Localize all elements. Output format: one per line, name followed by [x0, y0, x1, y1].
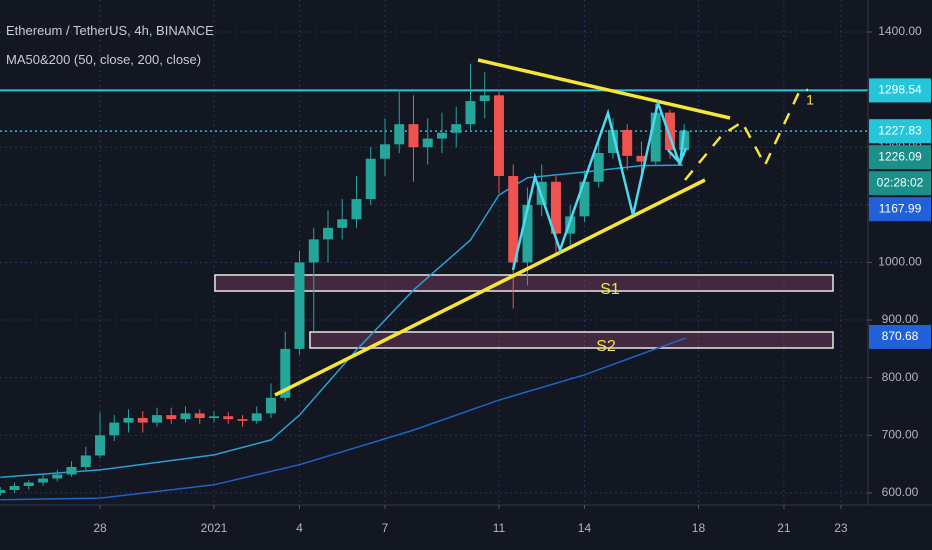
candle-body — [80, 455, 91, 467]
candle-body — [251, 413, 262, 421]
candle-body — [579, 181, 590, 217]
candle-body — [123, 418, 134, 423]
candle-body — [379, 144, 390, 159]
y-tick-label: 900.00 — [882, 312, 919, 326]
countdown: 02:28:02 — [877, 175, 924, 189]
indicator-legend: MA50&200 (50, close, 200, close) — [6, 52, 201, 67]
y-tick-label: 600.00 — [882, 485, 919, 499]
candle-body — [52, 474, 63, 479]
candle-body — [337, 219, 348, 228]
candle-body — [9, 485, 20, 491]
plot — [0, 63, 690, 501]
x-tick-label: 2021 — [201, 521, 228, 535]
price-label: 1227.83 — [878, 123, 922, 137]
candle-body — [522, 204, 533, 263]
candle-body — [622, 129, 633, 156]
x-tick-label: 11 — [493, 521, 506, 535]
price-label-bg — [869, 145, 931, 170]
trendline — [477, 58, 731, 120]
candle-body — [365, 158, 376, 200]
candle-body — [679, 131, 690, 151]
price-label-bg — [869, 78, 931, 103]
x-tick-label: 4 — [296, 521, 303, 535]
wave-arrow — [667, 147, 688, 166]
y-tick-label: 700.00 — [882, 427, 919, 441]
candle-body — [294, 262, 305, 349]
price-label-bg — [869, 119, 931, 144]
candle-body — [607, 129, 618, 153]
candle-body — [209, 416, 219, 419]
candle-body — [508, 176, 519, 263]
wave-label: 1 — [806, 92, 814, 108]
grid — [0, 0, 868, 505]
candle-body — [436, 132, 447, 139]
x-tick-label: 18 — [692, 521, 706, 535]
candle-body — [237, 419, 248, 421]
zone-label: S1 — [600, 281, 620, 298]
price-label: 1298.54 — [878, 83, 922, 97]
candle-body — [223, 416, 234, 420]
trendline — [274, 178, 706, 397]
candle-body — [351, 199, 362, 220]
candle-body — [308, 239, 319, 263]
chart-title: Ethereum / TetherUS, 4h, BINANCE — [6, 23, 214, 38]
candle-body — [95, 435, 106, 456]
x-tick-label: 14 — [578, 521, 592, 535]
countdown-bg — [869, 171, 931, 196]
price-label: 870.68 — [882, 329, 919, 343]
x-tick-label: 21 — [777, 521, 791, 535]
candle-body — [38, 478, 49, 483]
candle-body — [152, 415, 163, 423]
x-tick-label: 7 — [382, 521, 389, 535]
x-tick-label: 23 — [834, 521, 848, 535]
projection — [684, 88, 808, 181]
candle-body — [479, 95, 490, 102]
y-tick-label: 1400.00 — [878, 24, 922, 38]
candle-body — [550, 181, 561, 234]
x-tick-label: 28 — [93, 521, 107, 535]
price-label-bg — [869, 324, 931, 349]
candle-body — [465, 101, 476, 125]
candle-body — [0, 490, 6, 493]
candle-body — [323, 227, 333, 240]
candle-body — [593, 152, 604, 182]
candle-body — [451, 124, 462, 133]
y-tick-label: 1000.00 — [878, 255, 922, 269]
candle-body — [23, 482, 34, 486]
candle-body — [422, 138, 433, 148]
candle-body — [194, 413, 205, 419]
support-zone — [309, 331, 834, 349]
price-axis: 600.00700.00800.00900.001000.001100.0012… — [93, 24, 931, 535]
price-label-bg — [869, 197, 931, 222]
candle-body — [664, 112, 675, 151]
candle-body — [280, 348, 291, 398]
moving-average — [0, 337, 687, 501]
candle-body — [565, 216, 576, 234]
candle-body — [650, 112, 661, 162]
candle-body — [66, 466, 77, 475]
candle-body — [266, 397, 276, 414]
price-label: 1167.99 — [879, 201, 922, 215]
candle-body — [166, 415, 177, 420]
candle-body — [137, 418, 148, 423]
candle-body — [493, 95, 504, 177]
support-zone — [214, 274, 834, 292]
y-tick-label: 800.00 — [882, 370, 919, 384]
wave-path — [511, 98, 686, 271]
zone-label: S2 — [596, 338, 616, 355]
candle-body — [109, 422, 120, 436]
candle-body — [180, 413, 191, 420]
candle-body — [394, 124, 405, 145]
candle-body — [636, 155, 647, 162]
candle-body — [408, 124, 419, 148]
price-label: 1226.09 — [878, 149, 922, 163]
